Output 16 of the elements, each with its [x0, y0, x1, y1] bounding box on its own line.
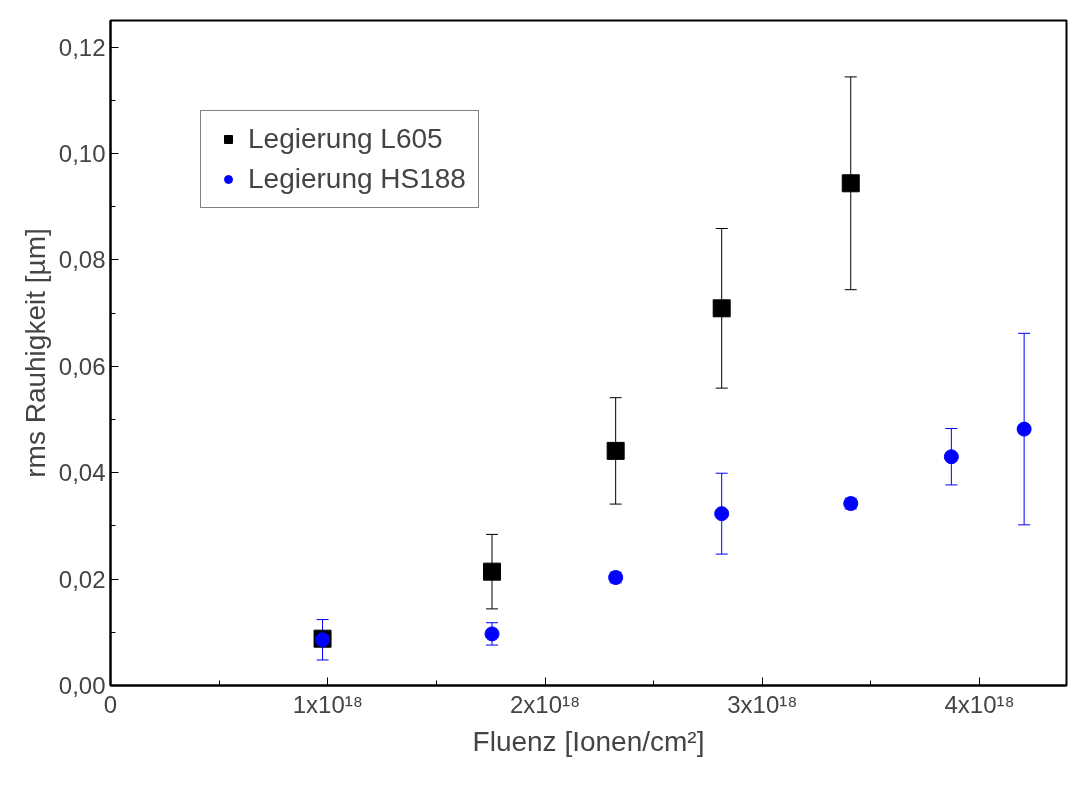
y-axis-title: rms Rauhigkeit [µm]	[19, 228, 51, 478]
x-tick-label: 4x10¹⁸	[944, 690, 1015, 718]
x-tick-label: 1x10¹⁸	[292, 690, 363, 718]
x-tick-label: 3x10¹⁸	[727, 690, 798, 718]
y-tick-label: 0,12	[58, 33, 106, 61]
y-tick-label: 0,02	[58, 565, 106, 593]
y-tick-label: 0,10	[58, 140, 106, 167]
legend-label: Legierung L605	[248, 123, 443, 155]
x-axis-title: Fluenz [Ionen/cm²]	[472, 725, 705, 757]
x-tick-label: 0	[103, 690, 118, 718]
y-tick-label: 0,00	[58, 672, 106, 699]
y-tick-label: 0,06	[58, 352, 106, 380]
x-tick-label: 2x10¹⁸	[509, 690, 581, 718]
y-tick-label: 0,04	[58, 459, 106, 487]
y-tick-label: 0,08	[58, 246, 106, 274]
legend-label: Legierung HS188	[248, 163, 466, 195]
